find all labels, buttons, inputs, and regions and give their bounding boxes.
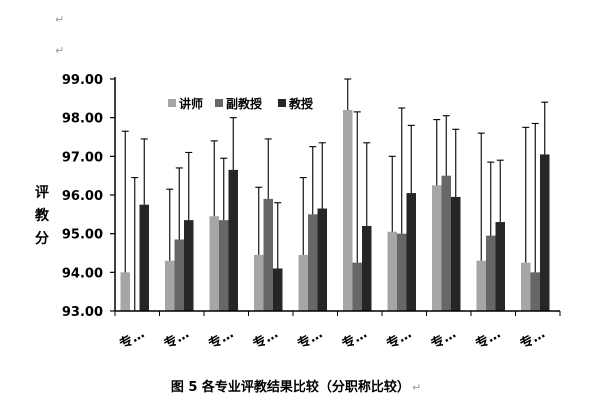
x-tick-label: 专…	[339, 326, 370, 353]
y-axis-ticks: 93.00 94.00 95.00 96.00 97.00 98.00 99.00	[62, 73, 561, 320]
x-tick-label: 专…	[161, 326, 192, 353]
legend-swatch	[215, 99, 223, 107]
y-axis-title-char: 评	[35, 185, 49, 201]
y-tick-label: 93.00	[62, 305, 103, 320]
y-tick-label: 95.00	[62, 228, 103, 243]
bar	[362, 225, 372, 311]
bar	[451, 196, 461, 311]
legend: 讲师 副教授 教授	[168, 96, 314, 111]
bar	[432, 185, 442, 311]
bar	[254, 254, 264, 311]
bar	[495, 222, 505, 311]
paragraph-mark: ↵	[55, 13, 65, 26]
x-tick-label: 专…	[384, 326, 415, 353]
y-axis-title-char: 分	[35, 231, 49, 247]
figure-caption-text: 图 5 各专业评教结果比较（分职称比较）	[170, 380, 410, 395]
error-bars	[121, 78, 549, 311]
bar	[120, 272, 130, 311]
bar	[387, 231, 397, 311]
bar	[540, 154, 550, 311]
x-tick-label: 专…	[206, 326, 237, 353]
x-tick-label: 专…	[473, 326, 504, 353]
y-tick-label: 98.00	[62, 112, 103, 127]
bar	[263, 198, 273, 311]
bar	[228, 169, 238, 311]
x-tick-label: 专…	[295, 326, 326, 353]
bar	[530, 272, 540, 311]
x-tick-label: 专…	[517, 326, 548, 353]
bar	[397, 233, 407, 311]
legend-swatch	[278, 99, 286, 107]
x-tick-label: 专…	[117, 326, 148, 353]
bar	[521, 262, 531, 311]
axes	[114, 77, 560, 312]
bar	[184, 220, 194, 311]
y-tick-label: 99.00	[62, 73, 103, 88]
y-axis-title-char: 教	[35, 207, 50, 224]
bar	[209, 216, 219, 311]
bar	[343, 109, 353, 311]
y-tick-label: 94.00	[62, 266, 103, 281]
paragraph-mark: ↵	[55, 44, 65, 57]
bar	[165, 260, 175, 311]
y-axis-title: 评教分	[35, 185, 50, 247]
figure-caption: 图 5 各专业评教结果比较（分职称比较） ↵	[0, 376, 592, 395]
bar	[219, 220, 229, 311]
legend-swatch	[168, 99, 176, 107]
bar	[352, 262, 362, 311]
bars	[120, 109, 550, 311]
bar	[317, 208, 327, 311]
bar	[273, 268, 283, 311]
x-axis-labels: 专… 专… 专… 专… 专… 专… 专… 专… 专… 专…	[117, 326, 548, 353]
legend-label: 副教授	[226, 96, 263, 111]
bar	[486, 235, 496, 311]
chart: 评教分 93.0094.0095.0096.0097.0098.0099.00 …	[35, 73, 561, 353]
x-tick-label: 专…	[250, 326, 281, 353]
bar	[298, 254, 308, 311]
x-tick-label: 专…	[428, 326, 459, 353]
y-tick-label: 97.00	[62, 150, 103, 165]
bar	[476, 260, 486, 311]
y-tick-label: 96.00	[62, 189, 103, 204]
bar	[174, 239, 184, 311]
legend-label: 教授	[288, 96, 314, 111]
legend-label: 讲师	[179, 96, 203, 111]
paragraph-mark: ↵	[411, 381, 422, 394]
bar	[441, 175, 451, 311]
bar	[308, 214, 318, 311]
bar	[406, 193, 416, 311]
bar	[139, 204, 149, 311]
